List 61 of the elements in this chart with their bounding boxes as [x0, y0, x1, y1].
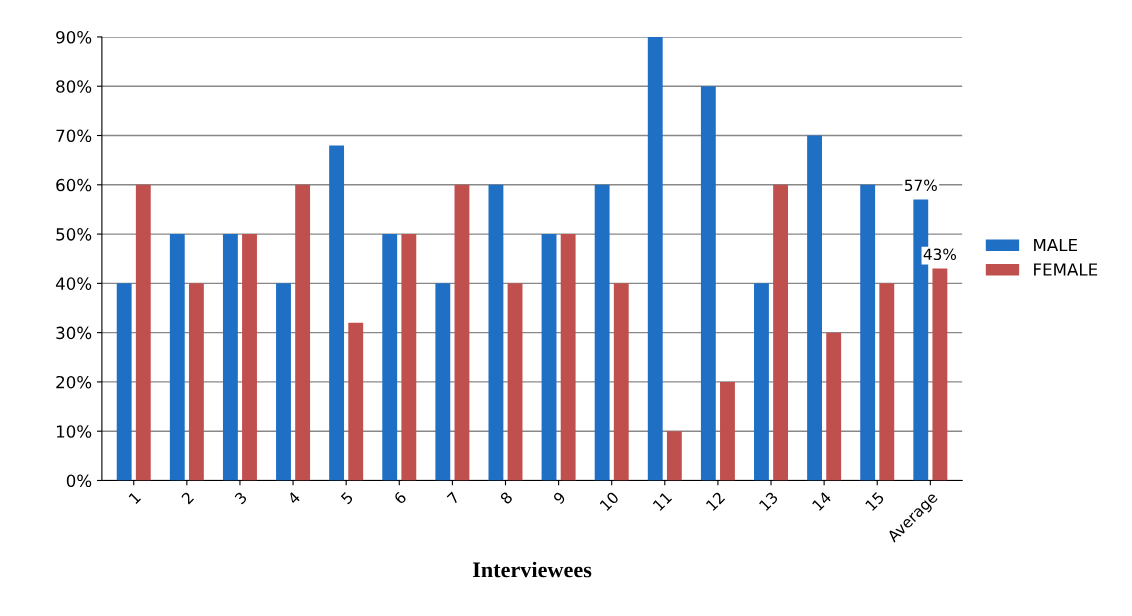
bar — [507, 283, 523, 481]
y-tick-label: 90% — [56, 30, 92, 44]
y-tick-label: 60% — [56, 178, 92, 192]
x-tick-label: 2 — [180, 491, 194, 505]
x-tick-label: 8 — [499, 491, 514, 505]
bar — [242, 234, 257, 481]
data-label: 57% — [904, 179, 937, 192]
x-tick-label: 1 — [128, 491, 141, 505]
y-tick-label: 30% — [56, 326, 92, 340]
y-tick-label: 0% — [66, 474, 92, 488]
y-tick-label: 10% — [56, 425, 92, 438]
bar — [382, 234, 398, 481]
bar — [773, 184, 789, 481]
x-tick-label: 5 — [340, 491, 354, 505]
y-tick-label: 40% — [55, 277, 92, 290]
bar — [188, 283, 204, 481]
x-tick-label: 15 — [865, 491, 885, 512]
x-tick-label: 7 — [446, 491, 460, 505]
bar — [932, 268, 948, 481]
bar — [560, 234, 576, 481]
bar — [435, 283, 451, 481]
x-axis-title: Interviewees — [472, 561, 592, 578]
y-tick-label: 80% — [56, 80, 92, 93]
data-label: 43% — [923, 248, 957, 261]
x-tick-label: 10 — [599, 491, 620, 512]
bar — [666, 431, 682, 481]
bar — [116, 283, 132, 481]
y-tick-label: 50% — [56, 228, 92, 241]
x-tick-label: 4 — [287, 491, 301, 505]
bar — [700, 86, 716, 481]
bar — [222, 234, 238, 481]
bar — [826, 332, 842, 481]
y-tick-label: 70% — [56, 129, 92, 143]
bar — [613, 283, 629, 481]
bar — [860, 184, 876, 481]
bar — [169, 234, 185, 481]
bar — [295, 184, 311, 481]
legend-label: MALE — [1034, 238, 1077, 252]
bar — [754, 283, 769, 481]
bar — [401, 234, 417, 481]
x-tick-label: 14 — [811, 491, 832, 511]
bar — [720, 381, 735, 481]
bar — [541, 234, 557, 481]
bar — [879, 283, 895, 481]
x-tick-label: 9 — [552, 491, 567, 505]
legend-label: FEMALE — [1034, 263, 1098, 276]
bar — [329, 145, 345, 481]
x-tick-label: 12 — [705, 491, 726, 511]
y-tick-label: 20% — [56, 375, 92, 389]
bar — [488, 184, 504, 481]
x-tick-label: 13 — [758, 491, 779, 512]
bar — [807, 135, 822, 481]
bar — [647, 36, 663, 481]
bar — [135, 184, 151, 481]
bar — [348, 322, 364, 481]
x-tick-label: 6 — [393, 491, 407, 505]
bar — [454, 184, 470, 481]
x-tick-label: 11 — [652, 491, 673, 511]
bar — [276, 283, 291, 481]
x-tick-label: 3 — [234, 491, 248, 505]
bar — [594, 184, 610, 481]
